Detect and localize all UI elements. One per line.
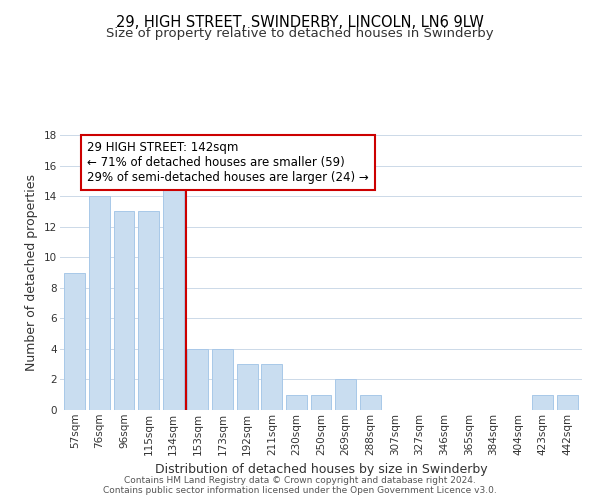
Text: Contains public sector information licensed under the Open Government Licence v3: Contains public sector information licen… — [103, 486, 497, 495]
Bar — [163, 181, 184, 410]
Bar — [532, 394, 553, 410]
X-axis label: Distribution of detached houses by size in Swinderby: Distribution of detached houses by size … — [155, 463, 487, 476]
Bar — [311, 394, 331, 410]
Bar — [89, 196, 110, 410]
Y-axis label: Number of detached properties: Number of detached properties — [25, 174, 38, 371]
Text: Contains HM Land Registry data © Crown copyright and database right 2024.: Contains HM Land Registry data © Crown c… — [124, 476, 476, 485]
Bar — [138, 212, 159, 410]
Bar — [335, 380, 356, 410]
Text: Size of property relative to detached houses in Swinderby: Size of property relative to detached ho… — [106, 28, 494, 40]
Bar — [113, 212, 134, 410]
Bar — [286, 394, 307, 410]
Text: 29 HIGH STREET: 142sqm
← 71% of detached houses are smaller (59)
29% of semi-det: 29 HIGH STREET: 142sqm ← 71% of detached… — [87, 141, 369, 184]
Bar — [360, 394, 381, 410]
Bar — [261, 364, 282, 410]
Bar — [557, 394, 578, 410]
Bar — [64, 272, 85, 410]
Bar — [187, 349, 208, 410]
Text: 29, HIGH STREET, SWINDERBY, LINCOLN, LN6 9LW: 29, HIGH STREET, SWINDERBY, LINCOLN, LN6… — [116, 15, 484, 30]
Bar — [236, 364, 257, 410]
Bar — [212, 349, 233, 410]
